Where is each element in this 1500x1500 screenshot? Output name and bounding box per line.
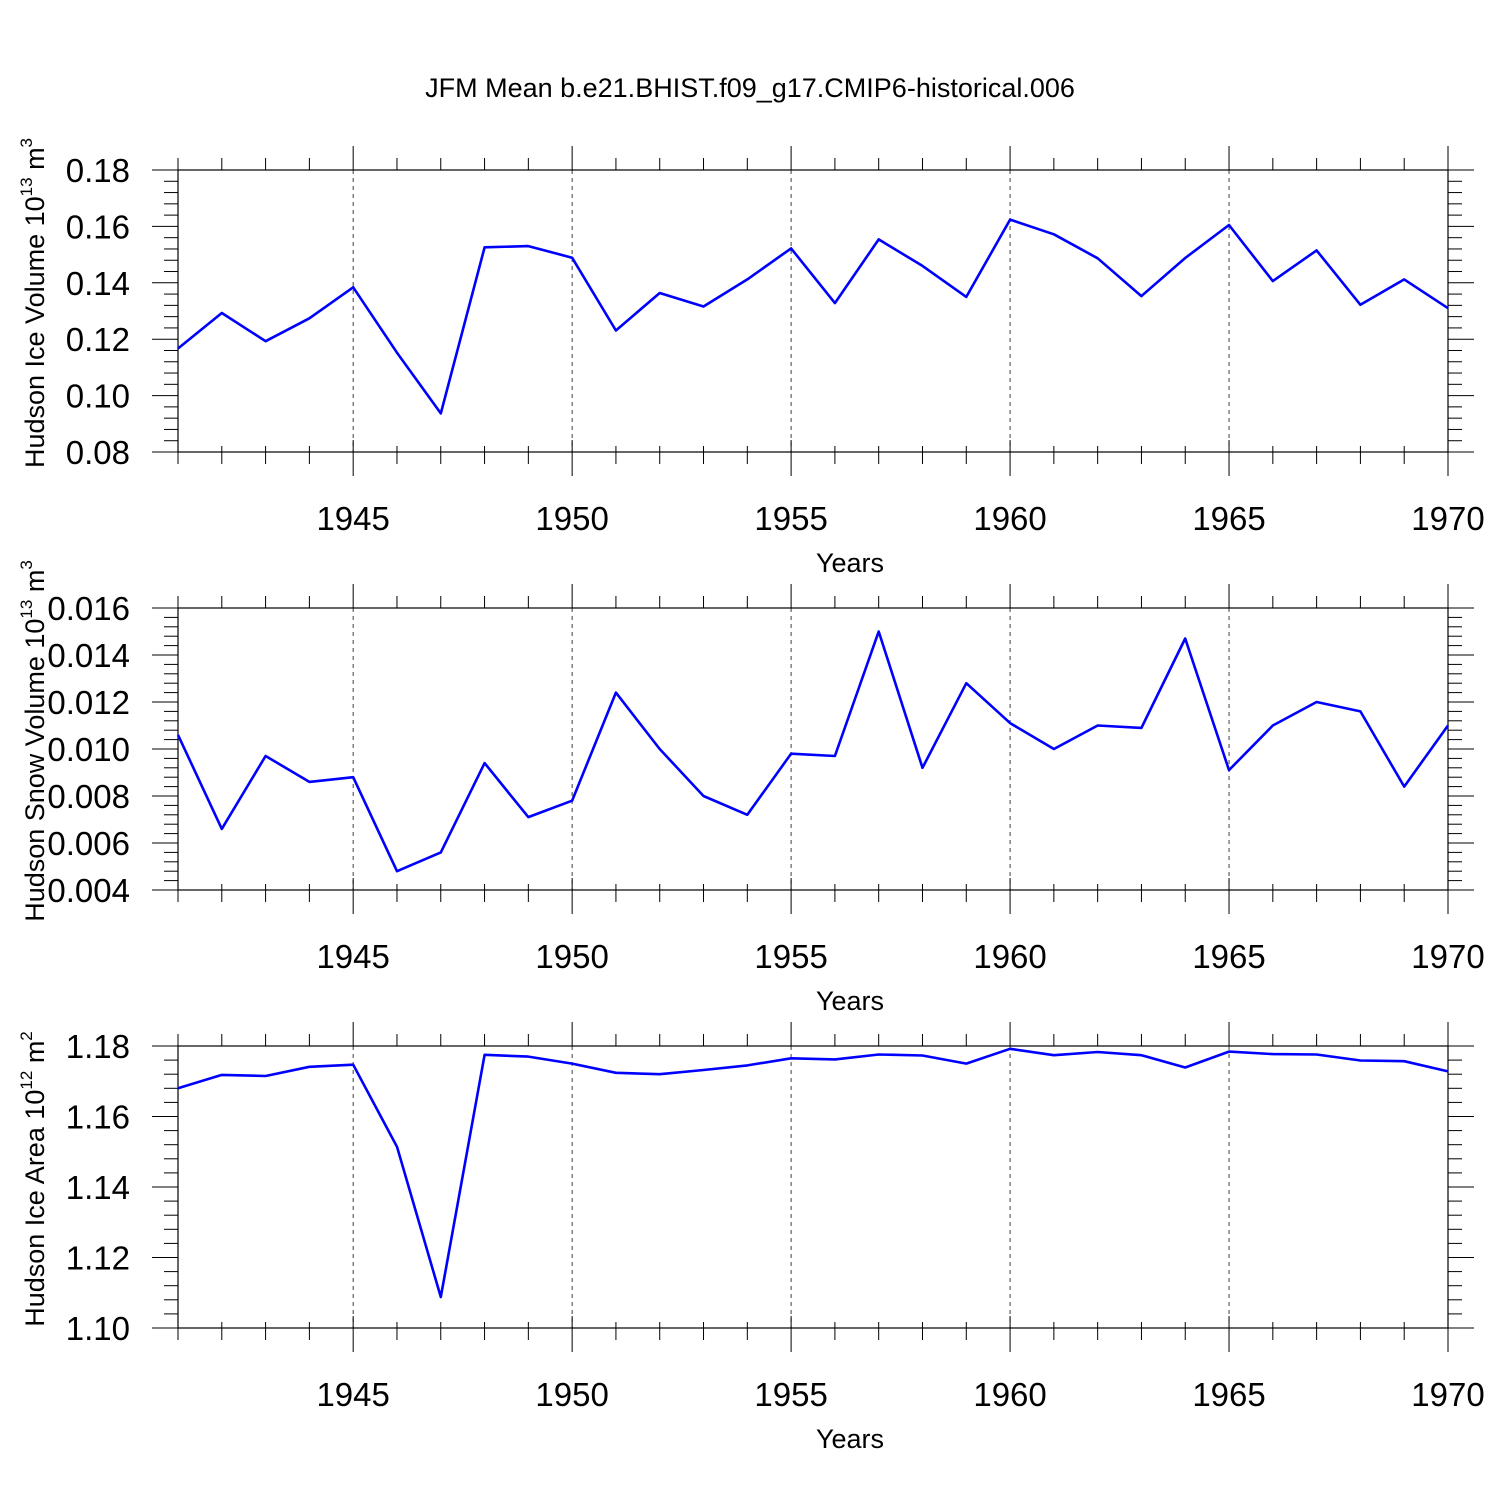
y-axis-title-exponent: 13 [17, 600, 36, 619]
y-axis-title-unit-exponent: 3 [17, 138, 36, 147]
y-axis-title-unit: m [20, 570, 50, 600]
x-tick-label: 1950 [535, 938, 608, 975]
y-tick-label: 0.010 [47, 731, 130, 768]
x-tick-label: 1960 [973, 938, 1046, 975]
x-axis-title: Years [816, 1424, 884, 1454]
y-tick-label: 0.14 [66, 265, 130, 302]
y-axis-title-text: Hudson Ice Area 10 [20, 1090, 50, 1327]
y-tick-label: 0.08 [66, 434, 130, 471]
chart-panel-1: 0.08 0.10 0.12 0.14 0.16 0.18 1945 1950 1955 1960… [17, 138, 1485, 578]
y-tick-label: 0.014 [47, 637, 130, 674]
y-tick-label: 1.14 [66, 1169, 130, 1206]
series-line [177, 1047, 1449, 1299]
x-tick-label: 1965 [1192, 938, 1265, 975]
y-tick-label: 0.12 [66, 321, 130, 358]
x-tick-label: 1945 [316, 1376, 389, 1413]
x-tick-label: 1950 [535, 1376, 608, 1413]
x-tick-label: 1960 [973, 1376, 1046, 1413]
x-tick-label: 1970 [1411, 938, 1484, 975]
y-tick-label: 0.18 [66, 152, 130, 189]
x-tick-label: 1965 [1192, 1376, 1265, 1413]
y-axis-title-exponent: 12 [17, 1071, 36, 1090]
y-axis-title-exponent: 13 [17, 177, 36, 196]
y-axis-title-unit-exponent: 3 [17, 560, 36, 569]
x-axis-title: Years [816, 986, 884, 1016]
x-tick-label: 1950 [535, 500, 608, 537]
series-line [176, 630, 1450, 873]
y-tick-label: 0.16 [66, 208, 130, 245]
plot-frame [177, 169, 1449, 453]
y-axis-title-unit: m [20, 147, 50, 177]
y-tick-label: 0.10 [66, 378, 130, 415]
plot-frame [177, 1045, 1449, 1329]
x-tick-label: 1955 [754, 938, 827, 975]
x-tick-label: 1945 [316, 500, 389, 537]
x-tick-label: 1960 [973, 500, 1046, 537]
y-tick-label: 1.12 [66, 1240, 130, 1277]
y-tick-label: 0.004 [47, 872, 130, 909]
y-axis-title: Hudson Ice Volume 1013 m3 [17, 138, 50, 468]
y-tick-label: 1.16 [66, 1099, 130, 1136]
y-axis-title: Hudson Ice Area 1012 m2 [17, 1031, 50, 1327]
series-line [177, 218, 1449, 415]
chart-panel-3: 1.10 1.12 1.14 1.16 1.18 1945 1950 1955 1960 1965… [17, 1022, 1485, 1454]
y-axis-title-unit: m [20, 1041, 50, 1071]
x-tick-label: 1965 [1192, 500, 1265, 537]
y-tick-label: 0.008 [47, 778, 130, 815]
y-axis-title: Hudson Snow Volume 1013 m3 [17, 560, 50, 922]
y-tick-label: 0.016 [47, 590, 130, 627]
figure-title: JFM Mean b.e21.BHIST.f09_g17.CMIP6-histo… [425, 73, 1075, 103]
x-axis-title: Years [816, 548, 884, 578]
chart-panel-2: 0.004 0.006 0.008 0.010 0.012 0.014 0.016 1945 1… [17, 560, 1485, 1016]
x-tick-label: 1970 [1411, 500, 1484, 537]
y-tick-label: 1.10 [66, 1310, 130, 1347]
y-tick-label: 1.18 [66, 1028, 130, 1065]
x-tick-label: 1955 [754, 1376, 827, 1413]
x-tick-label: 1970 [1411, 1376, 1484, 1413]
x-tick-label: 1955 [754, 500, 827, 537]
y-axis-title-text: Hudson Snow Volume 10 [20, 619, 50, 922]
plot-frame [177, 607, 1449, 891]
x-tick-label: 1945 [316, 938, 389, 975]
y-tick-label: 0.012 [47, 684, 130, 721]
y-tick-label: 0.006 [47, 825, 130, 862]
y-axis-title-text: Hudson Ice Volume 10 [20, 196, 50, 468]
y-axis-title-unit-exponent: 2 [17, 1031, 36, 1040]
